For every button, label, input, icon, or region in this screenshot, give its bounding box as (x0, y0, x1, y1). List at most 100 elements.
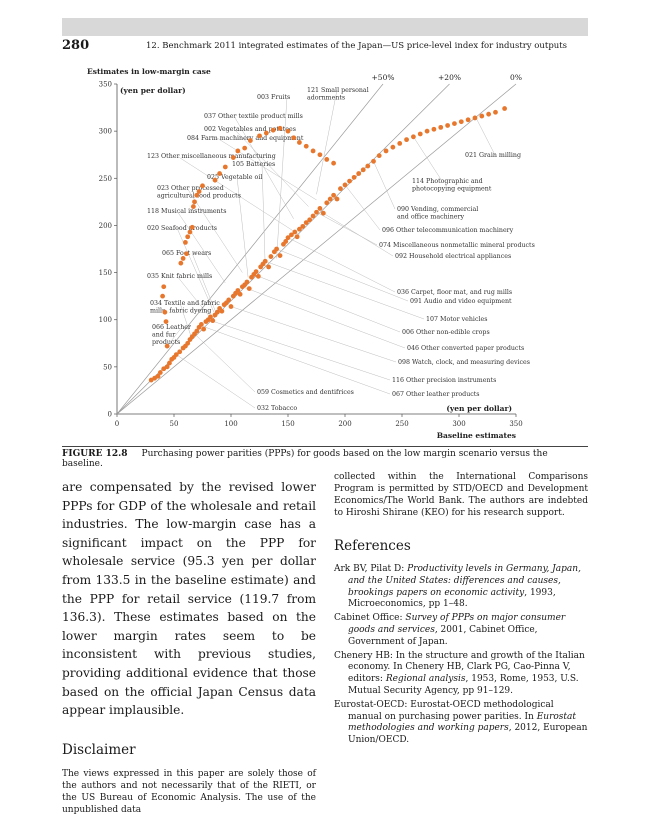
data-point (163, 319, 169, 324)
data-point (383, 148, 389, 154)
data-point (472, 115, 478, 121)
annotation-label: 096 Other telecommunication machinery (382, 227, 514, 234)
data-point (208, 314, 213, 320)
annotation-label: 032 Tobacco (257, 405, 297, 412)
data-point (157, 370, 163, 375)
annotation-label: 020 Seafood products (147, 225, 217, 232)
data-point (253, 269, 259, 275)
data-point (268, 254, 274, 259)
data-point (283, 239, 289, 244)
references-heading: References (334, 538, 411, 554)
annotation-label: 118 Musical instruments (147, 208, 226, 215)
data-point (164, 364, 170, 370)
annotation-leader (475, 117, 496, 156)
data-point (194, 192, 200, 198)
data-point (230, 155, 236, 160)
data-point (244, 279, 250, 285)
data-point (465, 117, 471, 123)
data-point (200, 183, 205, 189)
data-point (324, 157, 330, 162)
x-axis-unit: (yen per dollar) (446, 404, 512, 413)
data-point (255, 273, 261, 279)
data-point (317, 152, 323, 158)
data-point (217, 171, 223, 176)
data-point (192, 199, 197, 205)
body-paragraph-left: are compensated by the revised lower PPP… (62, 480, 316, 718)
annotation-label: 121 Small personal adornments (307, 87, 369, 102)
y-axis-unit: (yen per dollar) (120, 86, 186, 95)
data-point (502, 106, 507, 111)
data-point (320, 210, 326, 216)
annotation-label: 067 Other leather products (392, 391, 480, 398)
annotation-leader (316, 212, 378, 246)
x-tick-label: 0 (115, 420, 119, 428)
data-point (212, 177, 218, 183)
x-tick-label: 350 (509, 420, 522, 428)
data-point (160, 293, 165, 299)
data-point (431, 126, 437, 132)
y-tick-label: 350 (99, 81, 112, 89)
annotation-leader (194, 333, 256, 393)
annotation-leader (265, 261, 425, 320)
annotation-label: 098 Watch, clock, and measuring devices (398, 359, 530, 366)
annotation-label: 002 Vegetables and potatoes (204, 126, 296, 133)
data-point (178, 260, 184, 266)
annotation-leader (253, 274, 401, 333)
data-point (167, 360, 172, 366)
data-point (242, 145, 248, 151)
data-point (390, 144, 396, 150)
data-point (291, 135, 297, 141)
annotation-label: 025 Vegetable oil (207, 174, 262, 181)
disclaimer-text: The views expressed in this paper are so… (62, 768, 316, 815)
annotation-label: 091 Audio and video equipment (410, 298, 512, 305)
data-point (493, 109, 498, 115)
data-point (445, 123, 450, 128)
data-point (338, 186, 343, 192)
annotation-leader (236, 176, 249, 278)
data-point (196, 189, 202, 194)
data-point (190, 204, 196, 209)
data-point (263, 130, 269, 136)
data-point (424, 128, 430, 134)
annotation-leader (413, 136, 443, 182)
data-point (262, 258, 268, 264)
data-point (222, 164, 228, 170)
annotation-leader (373, 161, 396, 210)
data-point (277, 125, 283, 131)
annotation-leader (261, 163, 266, 266)
header-bar (62, 18, 588, 36)
x-tick-label: 100 (224, 420, 237, 428)
annotation-label: 034 Textile and fabric mills, fabric dyei… (150, 300, 220, 315)
y-tick-label: 200 (99, 222, 112, 230)
figure-label: FIGURE 12.8 (62, 449, 128, 459)
annotation-label: 090 Vending, commercial and office machin… (397, 206, 478, 221)
x-tick-label: 50 (170, 420, 179, 428)
data-point (235, 148, 241, 154)
data-point (479, 113, 485, 119)
data-point (324, 200, 330, 206)
data-point (194, 328, 200, 334)
annotation-leader (176, 210, 226, 284)
data-point (247, 138, 253, 143)
data-point (438, 124, 444, 130)
data-point (342, 182, 348, 188)
annotation-leader (242, 286, 406, 349)
x-tick-label: 150 (281, 420, 294, 428)
data-point (164, 343, 170, 349)
figure-caption-text: Purchasing power parities (PPPs) for goo… (62, 449, 548, 469)
annotation-leader (200, 325, 391, 395)
data-point (317, 206, 323, 211)
annotation-label: 046 Other converted paper products (407, 345, 524, 352)
annotation-label: 059 Cosmetics and dentifrices (257, 389, 354, 396)
data-point (297, 226, 302, 232)
reference-item: Eurostat-OECD: Eurostat-OECD methodologi… (334, 699, 588, 746)
data-point (226, 297, 232, 303)
data-point (162, 309, 168, 315)
data-point (417, 131, 423, 137)
annotation-label: 114 Photographic and photocopying equipme… (412, 178, 492, 193)
y-tick-label: 100 (99, 316, 112, 324)
annotation-label: 084 Farm machinery and equipment (187, 135, 304, 142)
data-point (183, 240, 188, 245)
data-point (334, 196, 340, 202)
data-point (310, 148, 316, 154)
